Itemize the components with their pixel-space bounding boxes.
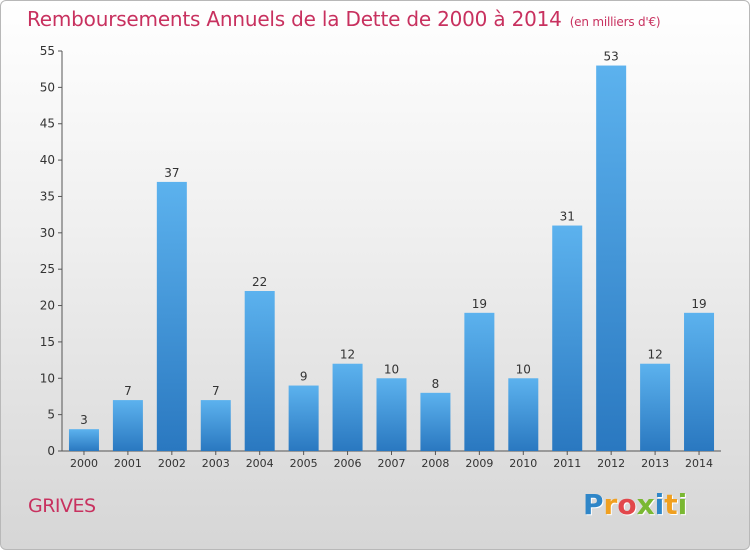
- bar-2012: [596, 65, 627, 451]
- chart-axes: 0 5 10 15 20 25 30 35 40 45 50 55 2000 2001 2002 2003 20…: [40, 44, 721, 470]
- y-tick-label: 20: [40, 299, 55, 313]
- data-label-2001: 7: [124, 384, 132, 398]
- logo-letter: o: [617, 488, 637, 521]
- x-tick-label-2004: 2004: [246, 457, 274, 470]
- chart-title: Remboursements Annuels de la Dette de 20…: [27, 7, 661, 31]
- bar-2005: [288, 385, 319, 451]
- bar-2003: [200, 400, 231, 451]
- x-tick-label-2002: 2002: [158, 457, 186, 470]
- data-label-2000: 3: [80, 413, 88, 427]
- y-tick-label: 55: [40, 44, 55, 58]
- y-tick-label: 15: [40, 335, 55, 349]
- data-label-2008: 8: [432, 377, 440, 391]
- y-tick-label: 30: [40, 226, 55, 240]
- y-tick-label: 0: [47, 444, 55, 458]
- bar-2004: [244, 291, 275, 451]
- town-name: GRIVES: [28, 495, 96, 517]
- logo-letter: i: [654, 488, 665, 521]
- data-label-2009: 19: [472, 297, 487, 311]
- x-tick-label-2013: 2013: [641, 457, 669, 470]
- y-tick-label: 40: [40, 153, 55, 167]
- bar-2001: [112, 400, 143, 451]
- logo-letter: i: [677, 488, 688, 521]
- chart-title-text: Remboursements Annuels de la Dette de 20…: [27, 7, 562, 31]
- y-tick-label: 50: [40, 80, 55, 94]
- data-label-2003: 7: [212, 384, 220, 398]
- data-label-2010: 10: [516, 362, 531, 376]
- bar-2000: [68, 429, 99, 451]
- y-tick-label: 45: [40, 117, 55, 131]
- bar-2010: [508, 378, 539, 451]
- bar-2009: [464, 312, 495, 451]
- data-label-2004: 22: [252, 275, 267, 289]
- y-tick-label: 35: [40, 189, 55, 203]
- logo-letter: x: [636, 488, 655, 521]
- x-tick-label-2000: 2000: [70, 457, 98, 470]
- x-tick-label-2014: 2014: [685, 457, 713, 470]
- bar-2013: [640, 363, 671, 451]
- x-tick-label-2009: 2009: [465, 457, 493, 470]
- x-tick-label-2001: 2001: [114, 457, 142, 470]
- data-label-2012: 53: [604, 50, 619, 64]
- bar-2007: [376, 378, 407, 451]
- proxiti-logo: Proxiti: [583, 488, 687, 521]
- y-tick-label: 10: [40, 371, 55, 385]
- x-tick-label-2011: 2011: [553, 457, 581, 470]
- bar-2014: [684, 312, 715, 451]
- data-label-2013: 12: [647, 348, 662, 362]
- chart-unit-label: (en milliers d'€): [569, 15, 661, 29]
- x-tick-label-2003: 2003: [202, 457, 230, 470]
- data-label-2007: 10: [384, 362, 399, 376]
- data-label-2011: 31: [560, 210, 575, 224]
- y-tick-label: 5: [47, 408, 55, 422]
- y-tick-label: 25: [40, 262, 55, 276]
- x-tick-label-2012: 2012: [597, 457, 625, 470]
- bar-2011: [552, 225, 583, 451]
- data-label-2002: 37: [164, 166, 179, 180]
- bar-2006: [332, 363, 363, 451]
- x-tick-label-2006: 2006: [334, 457, 362, 470]
- x-tick-label-2007: 2007: [378, 457, 406, 470]
- data-label-2005: 9: [300, 370, 308, 384]
- logo-letter: r: [603, 488, 618, 521]
- bar-2002: [156, 181, 187, 451]
- logo-letter: P: [583, 488, 604, 521]
- bar-2008: [420, 392, 451, 451]
- data-label-2006: 12: [340, 348, 355, 362]
- x-tick-label-2005: 2005: [290, 457, 318, 470]
- logo-letter: t: [664, 488, 678, 521]
- data-label-2014: 19: [691, 297, 706, 311]
- chart-bars: [68, 65, 715, 451]
- x-tick-label-2010: 2010: [509, 457, 537, 470]
- x-tick-label-2008: 2008: [421, 457, 449, 470]
